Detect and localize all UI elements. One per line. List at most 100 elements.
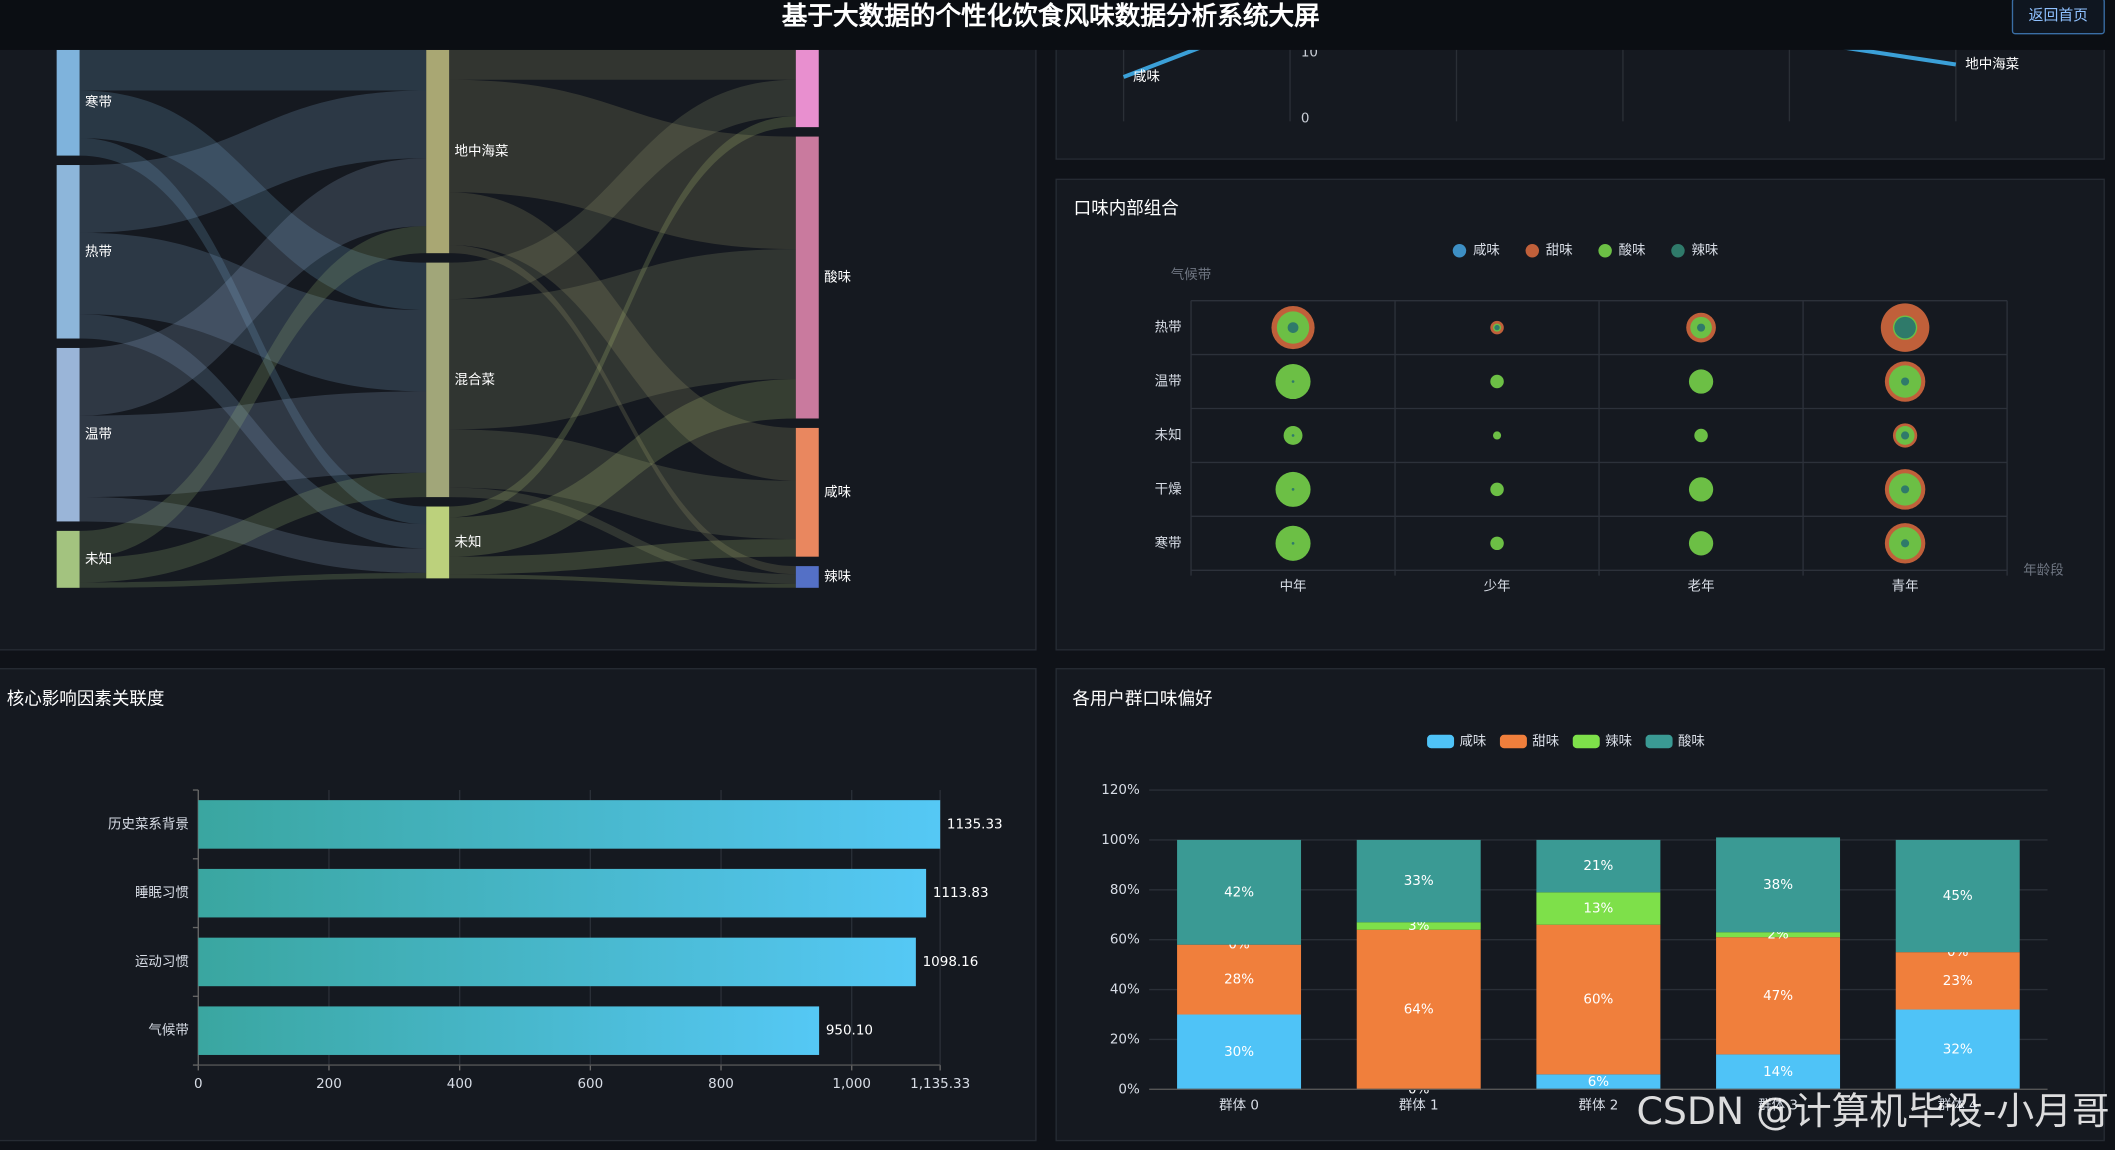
y-tick-label: 睡眠习惯 xyxy=(135,884,189,901)
value-label: 1135.33 xyxy=(947,816,1003,832)
y-tick-label: 热带 xyxy=(1155,320,1182,336)
legend-label: 咸味 xyxy=(1473,243,1500,259)
value-label: 47% xyxy=(1763,988,1793,1004)
bar-segment xyxy=(1177,1014,1302,1090)
series-end-label: 咸味 xyxy=(1133,69,1160,85)
bar-segment xyxy=(1895,952,2020,1010)
bubble xyxy=(1494,324,1500,331)
bar-segment xyxy=(1716,1054,1841,1090)
y-tick-label: 寒带 xyxy=(1155,534,1182,551)
x-tick-label: 群体 1 xyxy=(1399,1098,1439,1114)
bubble xyxy=(1291,380,1295,383)
bar-segment xyxy=(1895,839,2020,953)
value-label: 42% xyxy=(1224,884,1254,900)
sankey-node xyxy=(426,506,450,579)
y-tick-label: 40% xyxy=(1110,982,1140,998)
y-tick-label: 0 xyxy=(1301,111,1310,127)
sankey-link xyxy=(79,49,427,91)
bar-segment xyxy=(1895,1009,2020,1090)
sankey-link xyxy=(449,49,796,80)
bubble xyxy=(1287,322,1299,334)
legend-marker xyxy=(1598,244,1612,258)
bar-segment xyxy=(1356,929,1481,1090)
legend-label: 酸味 xyxy=(1678,734,1705,750)
bubble xyxy=(1493,431,1502,440)
value-label: 14% xyxy=(1763,1064,1793,1080)
sankey-link xyxy=(449,249,796,430)
sankey-link xyxy=(449,192,796,481)
bubble xyxy=(1694,428,1708,443)
bubble xyxy=(1901,485,1910,494)
bar xyxy=(198,800,941,849)
page-title: 基于大数据的个性化饮食风味数据分析系统大屏 xyxy=(782,1,1320,32)
x-tick-label: 1,135.33 xyxy=(910,1076,970,1092)
x-tick-label: 600 xyxy=(577,1076,603,1092)
node-label: 混合菜 xyxy=(455,372,495,388)
sankey-node xyxy=(426,49,450,254)
sankey-link xyxy=(79,226,427,558)
node-label: 未知 xyxy=(455,533,482,550)
sankey-link xyxy=(79,158,427,416)
bar-segment xyxy=(1177,839,1302,945)
sankey-link xyxy=(79,90,427,233)
value-label: 28% xyxy=(1224,972,1254,988)
node-label: 辣味 xyxy=(824,569,851,585)
value-label: 6% xyxy=(1588,1074,1610,1090)
y-tick-label: 气候带 xyxy=(148,1023,188,1039)
bar xyxy=(198,937,916,987)
bar-segment xyxy=(1536,924,1661,1075)
node-label: 寒带 xyxy=(85,94,112,111)
sankey-node xyxy=(56,347,80,522)
x-tick-label: 老年 xyxy=(1688,578,1715,594)
sankey-link xyxy=(79,137,427,525)
bar-segment xyxy=(1536,839,1661,893)
node-label: 热带 xyxy=(85,244,112,260)
sankey-link xyxy=(449,379,796,557)
bubble xyxy=(1688,477,1714,502)
y-tick-label: 0% xyxy=(1118,1081,1140,1097)
bubble xyxy=(1901,431,1910,440)
legend-label: 辣味 xyxy=(1691,243,1718,259)
value-label: 23% xyxy=(1943,973,1973,989)
sankey-link xyxy=(449,116,796,518)
home-button-label[interactable]: 返回首页 xyxy=(2029,7,2088,24)
legend-marker xyxy=(1427,734,1455,749)
bubble xyxy=(1901,377,1910,386)
sankey-link xyxy=(79,232,427,392)
series-end-label: 地中海菜 xyxy=(1965,56,2019,72)
sankey-link xyxy=(449,487,796,584)
panel-title: 口味内部组合 xyxy=(1074,199,1179,219)
value-label: 30% xyxy=(1224,1044,1254,1060)
sankey-link xyxy=(79,497,427,573)
legend-marker xyxy=(1452,244,1467,258)
sankey-node xyxy=(795,136,819,419)
sankey-link xyxy=(449,429,796,540)
y-tick-label: 历史菜系背景 xyxy=(108,816,189,832)
bar xyxy=(198,868,927,918)
y-tick-label: 干燥 xyxy=(1155,481,1182,497)
value-label: 950.10 xyxy=(826,1023,873,1039)
sankey-node xyxy=(56,49,80,156)
value-label: 33% xyxy=(1404,873,1434,889)
panel-title: 核心影响因素关联度 xyxy=(7,690,165,710)
bubble xyxy=(1291,488,1295,491)
bar-segment xyxy=(1716,932,1841,938)
bubble xyxy=(1697,323,1706,332)
home-button[interactable] xyxy=(2011,0,2105,35)
bubble xyxy=(1291,434,1295,437)
x-tick-label: 群体 2 xyxy=(1578,1098,1618,1114)
sankey-link xyxy=(79,472,427,583)
x-tick-label: 少年 xyxy=(1484,578,1511,594)
sankey-link xyxy=(449,539,796,575)
legend-label: 甜味 xyxy=(1532,734,1559,750)
bar-segment xyxy=(1536,892,1661,925)
sankey-link xyxy=(449,245,796,575)
value-label: 38% xyxy=(1763,877,1793,893)
sankey-node xyxy=(56,165,80,339)
bubble xyxy=(1490,374,1504,389)
x-axis-name: 年龄段 xyxy=(2023,562,2063,578)
sankey-link xyxy=(79,314,427,549)
